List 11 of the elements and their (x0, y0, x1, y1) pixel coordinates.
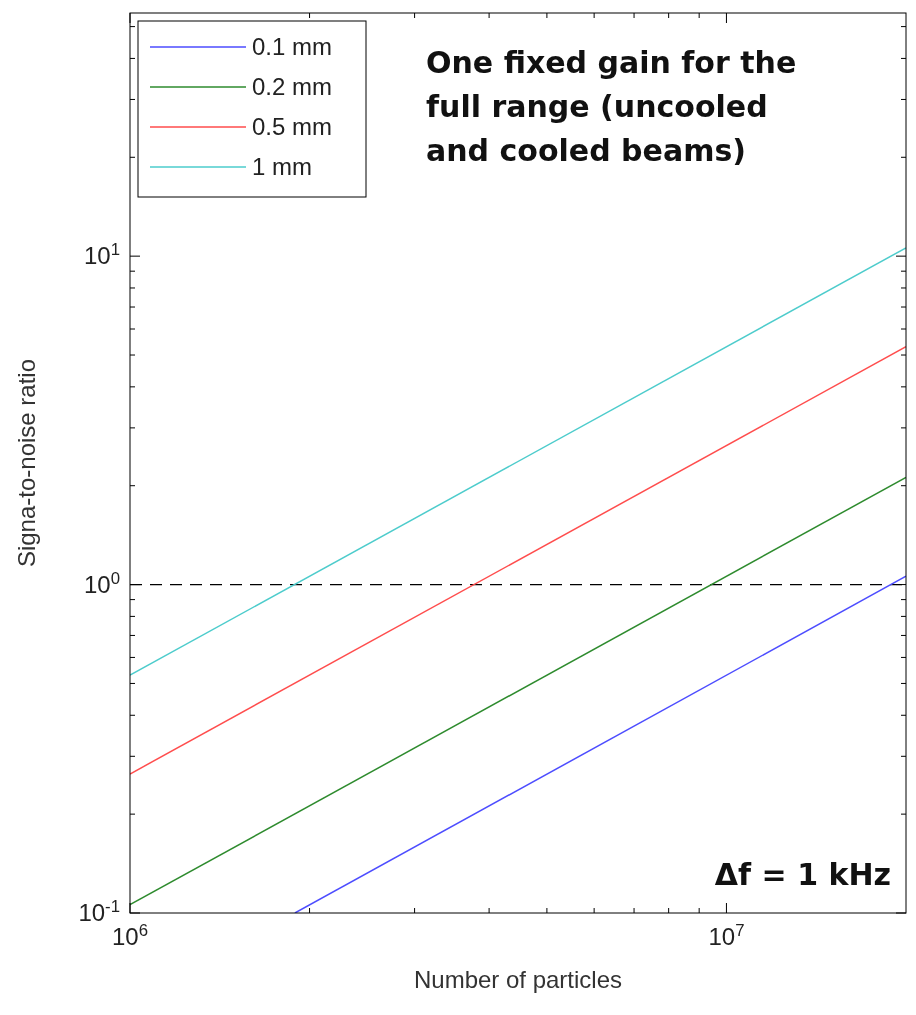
legend-label: 0.5 mm (252, 113, 333, 140)
legend-label: 0.1 mm (252, 33, 333, 60)
y-axis-title: Signa-to-noise ratio (13, 358, 40, 568)
x-tick-label: 10$^{7}$ (708, 920, 745, 950)
y-tick-label: 10$^{0}$ (83, 568, 120, 598)
y-tick-label: 10$^{1}$ (83, 239, 120, 270)
legend-label: 0.2 mm (252, 73, 333, 100)
legend-label: 1 mm (252, 153, 312, 180)
x-axis-title: Number of particles (413, 966, 623, 993)
annotation: One fixed gain for the full range (uncooled and cooled beams) (426, 45, 797, 168)
annotation: Δf = 1 kHz (714, 857, 891, 892)
